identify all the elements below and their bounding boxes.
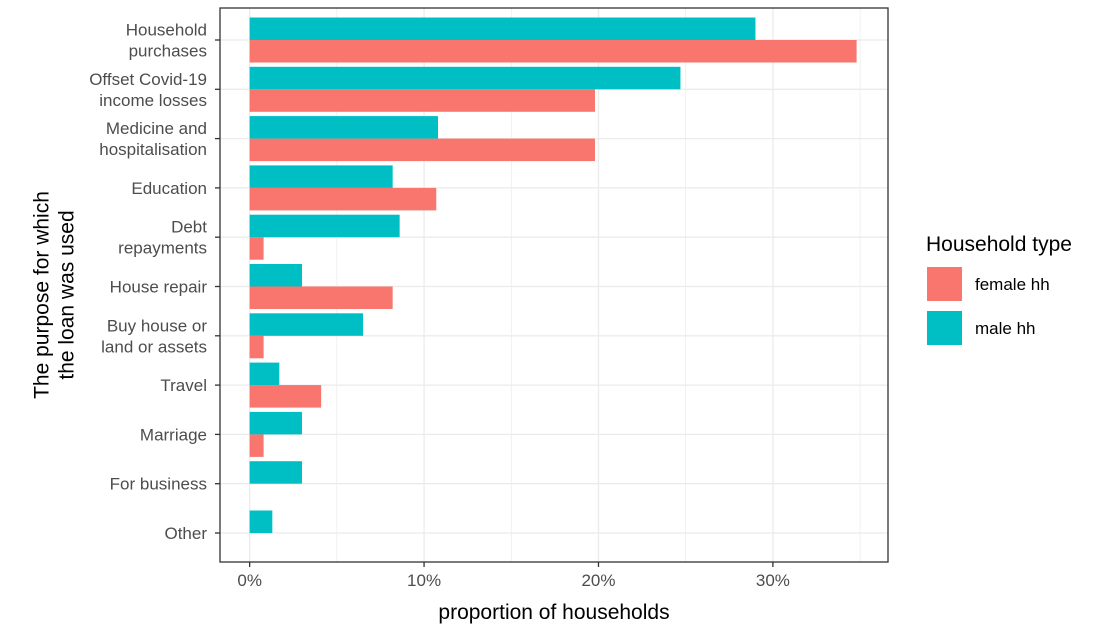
- bar-female-hh-household-purchases: [249, 40, 857, 63]
- y-tick-label: Other: [164, 524, 207, 543]
- bar-male-hh-marriage: [249, 411, 302, 435]
- plot-panel-border: [219, 7, 889, 563]
- y-tick-label: Medicine and hospitalisation: [99, 119, 207, 159]
- legend-items: female hh male hh: [927, 267, 1050, 345]
- y-tick-label: Travel: [160, 376, 207, 395]
- y-tick-label: Household purchases: [126, 21, 207, 61]
- bar-female-hh-debt-repayments: [249, 237, 264, 260]
- legend-title: Household type: [926, 233, 1072, 256]
- x-axis-title: proportion of households: [438, 601, 669, 624]
- bar-female-hh-offset-covid-19-income-losses: [249, 89, 595, 112]
- bar-female-hh-buy-house-or-land-or-assets: [249, 335, 264, 359]
- y-axis-title-line: The purpose for which: [31, 191, 54, 399]
- x-tick-label: 30%: [756, 571, 790, 590]
- bar-male-hh-buy-house-or-land-or-assets: [249, 313, 364, 336]
- legend-key-female-hh: [927, 267, 962, 301]
- bar-female-hh-house-repair: [249, 286, 393, 309]
- axis-layer: Household purchases Offset Covid-19 income …: [89, 21, 790, 591]
- legend: Household type female hh male hh: [926, 233, 1072, 345]
- bar-male-hh-house-repair: [249, 264, 302, 287]
- legend-label-female-hh: female hh: [975, 275, 1050, 294]
- bar-male-hh-travel: [249, 362, 280, 386]
- legend-key-male-hh: [927, 311, 962, 345]
- y-tick-label: Marriage: [140, 425, 207, 444]
- y-tick-label: House repair: [110, 278, 208, 297]
- bar-female-hh-education: [249, 187, 437, 211]
- bar-male-hh-offset-covid-19-income-losses: [249, 66, 681, 90]
- x-tick-label: 10%: [407, 571, 441, 590]
- y-axis-title-line: the loan was used: [56, 210, 79, 379]
- x-tick-label: 0%: [237, 571, 262, 590]
- bar-male-hh-medicine-and-hospitalisation: [249, 116, 439, 139]
- legend-label-male-hh: male hh: [975, 319, 1035, 338]
- bar-male-hh-education: [249, 165, 393, 188]
- y-tick-label: Debt repayments: [118, 218, 207, 258]
- y-tick-label: Offset Covid-19 income losses: [89, 70, 207, 110]
- bar-female-hh-medicine-and-hospitalisation: [249, 138, 595, 162]
- bar-male-hh-for-business: [249, 461, 302, 484]
- bar-male-hh-household-purchases: [249, 17, 756, 40]
- bar-male-hh-debt-repayments: [249, 214, 400, 238]
- y-tick-label: For business: [110, 475, 207, 494]
- y-tick-label: Education: [131, 179, 207, 198]
- bar-female-hh-travel: [249, 385, 322, 408]
- bar-female-hh-marriage: [249, 434, 264, 457]
- x-tick-label: 20%: [581, 571, 615, 590]
- y-axis-title: The purpose for which the loan was used: [31, 191, 79, 399]
- bar-male-hh-other: [249, 510, 273, 533]
- y-tick-label: Buy house or land or assets: [101, 316, 207, 356]
- bar-layer: [249, 17, 857, 533]
